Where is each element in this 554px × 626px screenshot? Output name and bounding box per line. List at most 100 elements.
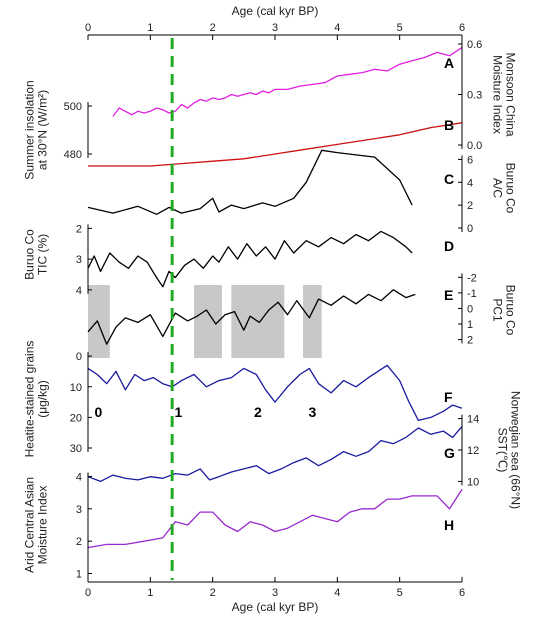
period-labels: 0 1 2 3 <box>95 404 317 420</box>
top-tick-label-2: 2 <box>210 22 216 34</box>
panel-h: 4 3 2 1 H Arid Central AsianMoisture Index <box>23 471 463 581</box>
y-axis-title-line: A/C <box>491 178 505 198</box>
series-line-e <box>87 289 416 345</box>
y-tick-label-c-1: 4 <box>467 177 473 189</box>
series-line-d <box>87 230 413 288</box>
y-tick-label-e-4: 2 <box>467 335 473 347</box>
y-tick-label-g-1: 12 <box>467 445 479 457</box>
y-tick-label-e-1: -1 <box>467 288 477 300</box>
panel-letter-e: E <box>444 287 453 303</box>
y-axis-title-g: Norwegian sea (66°N)SST(℃) <box>496 391 523 509</box>
bottom-tick-label-1: 1 <box>147 587 153 599</box>
y-tick-label-d-0: 2 <box>76 223 82 235</box>
bottom-tick-label-5: 5 <box>397 587 403 599</box>
top-tick-label-1: 1 <box>147 22 153 34</box>
top-tick-label-0: 0 <box>85 22 91 34</box>
y-tick-label-f-0: 0 <box>76 351 82 363</box>
period-label-1: 1 <box>174 404 182 420</box>
y-axis-title-h: Arid Central AsianMoisture Index <box>23 477 50 573</box>
shaded-periods <box>88 285 322 358</box>
y-axis-title-line: SST(℃) <box>496 428 510 473</box>
panel-letter-a: A <box>444 55 454 71</box>
panel-letter-d: D <box>444 238 454 254</box>
shaded-period-0 <box>88 285 110 358</box>
bottom-tick-label-4: 4 <box>334 587 340 599</box>
y-tick-label-g-0: 14 <box>467 414 479 426</box>
panel-letter-h: H <box>444 517 454 533</box>
series-line-a <box>112 46 463 117</box>
top-tick-label-3: 3 <box>272 22 278 34</box>
panel-e: -2 -1 0 1 2 E Buruo CoPC1 <box>87 272 518 347</box>
shaded-period-3 <box>303 285 322 358</box>
bottom-axis-title: Age (cal kyr BP) <box>232 600 319 614</box>
y-tick-label-h-1: 3 <box>76 504 82 516</box>
x-ticks: 0 0 1 1 2 2 3 3 4 4 5 5 6 6 <box>85 22 465 599</box>
y-tick-label-c-0: 6 <box>467 154 473 166</box>
y-tick-label-a-0: 0.6 <box>467 39 482 51</box>
top-axis-title: Age (cal kyr BP) <box>232 4 319 18</box>
y-axis-title-line: Summer insolation <box>23 80 37 179</box>
y-axis-title-line: Buruo Co <box>23 229 37 280</box>
y-axis-title-line: Arid Central Asian <box>23 477 37 573</box>
bottom-tick-label-6: 6 <box>459 587 465 599</box>
y-tick-label-b-1: 480 <box>64 149 82 161</box>
y-axis-title-line: Moisture Index <box>491 55 505 134</box>
y-tick-label-f-3: 30 <box>70 443 82 455</box>
panel-b: 500 480 B Summer insolationat 30°N (W/m²) <box>23 80 463 180</box>
period-label-2: 2 <box>254 404 262 420</box>
y-axis-title-a: Monsoon ChinaMoisture Index <box>491 52 518 136</box>
top-tick-label-6: 6 <box>459 22 465 34</box>
top-tick-label-4: 4 <box>334 22 340 34</box>
panel-c: 6 4 2 0 C Buruo CoA/C <box>87 149 518 235</box>
y-tick-label-f-1: 10 <box>70 382 82 394</box>
y-tick-label-d-2: 4 <box>76 285 82 297</box>
y-tick-label-c-2: 2 <box>467 200 473 212</box>
series-line-b <box>88 122 463 167</box>
series-line-h <box>87 489 463 549</box>
shaded-period-1 <box>193 285 223 358</box>
y-tick-label-h-0: 4 <box>76 471 82 483</box>
panel-letter-c: C <box>444 171 454 187</box>
y-axis-title-b: Summer insolationat 30°N (W/m²) <box>23 80 50 179</box>
y-axis-title-line: Moisture Index <box>36 486 50 565</box>
y-axis-title-line: at 30°N (W/m²) <box>36 90 50 170</box>
y-tick-label-h-2: 2 <box>76 536 82 548</box>
y-tick-label-c-3: 0 <box>467 223 473 235</box>
y-tick-label-d-1: 3 <box>76 254 82 266</box>
y-axis-title-line: (μg/kg) <box>36 380 50 418</box>
y-axis-title-d: Buruo CoTIC (%) <box>23 229 50 280</box>
y-tick-label-a-2: 0.0 <box>467 140 482 152</box>
y-axis-title-line: PC1 <box>491 298 505 322</box>
y-axis-title-line: Buruo Co <box>504 163 518 214</box>
y-tick-label-e-0: -2 <box>467 272 477 284</box>
y-tick-label-a-1: 0.3 <box>467 90 482 102</box>
panel-d: 2 3 4 D Buruo CoTIC (%) <box>23 223 455 296</box>
series-line-c <box>87 149 413 215</box>
y-axis-title-line: Buruo Co <box>504 285 518 336</box>
y-tick-label-h-3: 1 <box>76 569 82 581</box>
y-axis-title-c: Buruo CoA/C <box>491 163 518 214</box>
y-axis-title-line: Monsoon China <box>504 52 518 136</box>
period-label-0: 0 <box>95 404 103 420</box>
panel-letter-g: G <box>444 445 455 461</box>
y-axis-title-line: TIC (%) <box>36 234 50 275</box>
y-tick-label-f-2: 20 <box>70 412 82 424</box>
period-label-3: 3 <box>309 404 317 420</box>
y-tick-label-e-3: 1 <box>467 319 473 331</box>
series-line-g <box>87 425 463 483</box>
y-axis-title-line: Norwegian sea (66°N) <box>509 391 523 509</box>
bottom-tick-label-0: 0 <box>85 587 91 599</box>
panel-letter-b: B <box>444 117 454 133</box>
panel-letter-f: F <box>444 389 453 405</box>
y-tick-label-g-2: 10 <box>467 476 479 488</box>
y-tick-label-b-0: 500 <box>64 101 82 113</box>
y-tick-label-e-2: 0 <box>467 303 473 315</box>
series-line-f <box>87 364 463 422</box>
y-axis-title-f: Heatite-stained grains(μg/kg) <box>23 341 50 458</box>
bottom-tick-label-3: 3 <box>272 587 278 599</box>
y-axis-title-e: Buruo CoPC1 <box>491 285 518 336</box>
